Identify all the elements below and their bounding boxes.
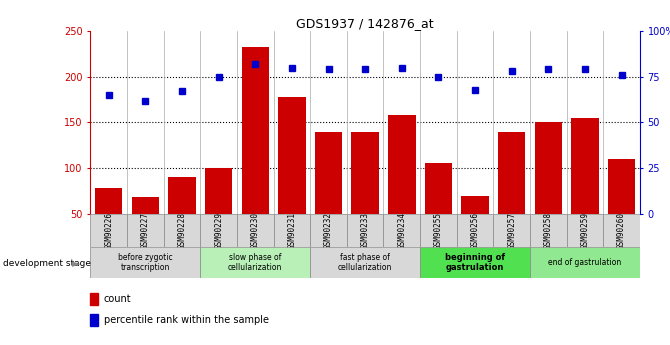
FancyBboxPatch shape xyxy=(273,214,310,247)
Text: beginning of
gastrulation: beginning of gastrulation xyxy=(445,253,505,272)
Text: GSM90257: GSM90257 xyxy=(507,212,516,249)
Text: GSM90228: GSM90228 xyxy=(178,212,186,249)
Text: GSM90256: GSM90256 xyxy=(470,212,480,249)
Text: GSM90258: GSM90258 xyxy=(544,212,553,249)
Text: GSM90259: GSM90259 xyxy=(580,212,590,249)
FancyBboxPatch shape xyxy=(310,214,347,247)
Text: GSM90229: GSM90229 xyxy=(214,212,223,249)
Text: GSM90233: GSM90233 xyxy=(360,212,370,249)
FancyBboxPatch shape xyxy=(90,214,127,247)
Text: slow phase of
cellularization: slow phase of cellularization xyxy=(228,253,283,272)
Bar xyxy=(388,115,415,214)
Text: count: count xyxy=(104,295,131,304)
Bar xyxy=(498,132,525,214)
FancyBboxPatch shape xyxy=(530,247,640,278)
Bar xyxy=(90,314,98,326)
Text: GSM90255: GSM90255 xyxy=(434,212,443,249)
Bar xyxy=(278,97,306,214)
Text: before zygotic
transcription: before zygotic transcription xyxy=(118,253,173,272)
Bar xyxy=(205,168,232,214)
FancyBboxPatch shape xyxy=(200,214,237,247)
Bar xyxy=(425,163,452,214)
Bar xyxy=(608,159,635,214)
Bar xyxy=(95,188,123,214)
FancyBboxPatch shape xyxy=(493,214,530,247)
FancyBboxPatch shape xyxy=(163,214,200,247)
Bar xyxy=(241,47,269,214)
Text: GSM90260: GSM90260 xyxy=(617,212,626,249)
Text: GSM90234: GSM90234 xyxy=(397,212,406,249)
Bar xyxy=(315,132,342,214)
FancyBboxPatch shape xyxy=(457,214,493,247)
Bar xyxy=(90,293,98,305)
FancyBboxPatch shape xyxy=(420,247,530,278)
FancyBboxPatch shape xyxy=(127,214,163,247)
Bar xyxy=(571,118,599,214)
Text: development stage: development stage xyxy=(3,259,91,268)
Text: GSM90227: GSM90227 xyxy=(141,212,150,249)
FancyBboxPatch shape xyxy=(603,214,640,247)
FancyBboxPatch shape xyxy=(530,214,567,247)
FancyBboxPatch shape xyxy=(567,214,603,247)
FancyBboxPatch shape xyxy=(383,214,420,247)
Text: GSM90232: GSM90232 xyxy=(324,212,333,249)
Bar xyxy=(535,122,562,214)
Text: GSM90231: GSM90231 xyxy=(287,212,296,249)
FancyBboxPatch shape xyxy=(310,247,420,278)
Bar xyxy=(168,177,196,214)
Text: ►: ► xyxy=(72,259,81,269)
Text: GSM90230: GSM90230 xyxy=(251,212,260,249)
FancyBboxPatch shape xyxy=(347,214,383,247)
Title: GDS1937 / 142876_at: GDS1937 / 142876_at xyxy=(296,17,434,30)
Text: fast phase of
cellularization: fast phase of cellularization xyxy=(338,253,393,272)
FancyBboxPatch shape xyxy=(90,247,200,278)
FancyBboxPatch shape xyxy=(420,214,457,247)
FancyBboxPatch shape xyxy=(200,247,310,278)
Bar xyxy=(461,196,489,214)
Bar xyxy=(351,132,379,214)
Bar xyxy=(131,197,159,214)
FancyBboxPatch shape xyxy=(237,214,273,247)
Text: percentile rank within the sample: percentile rank within the sample xyxy=(104,315,269,325)
Text: GSM90226: GSM90226 xyxy=(105,212,113,249)
Text: end of gastrulation: end of gastrulation xyxy=(548,258,622,267)
